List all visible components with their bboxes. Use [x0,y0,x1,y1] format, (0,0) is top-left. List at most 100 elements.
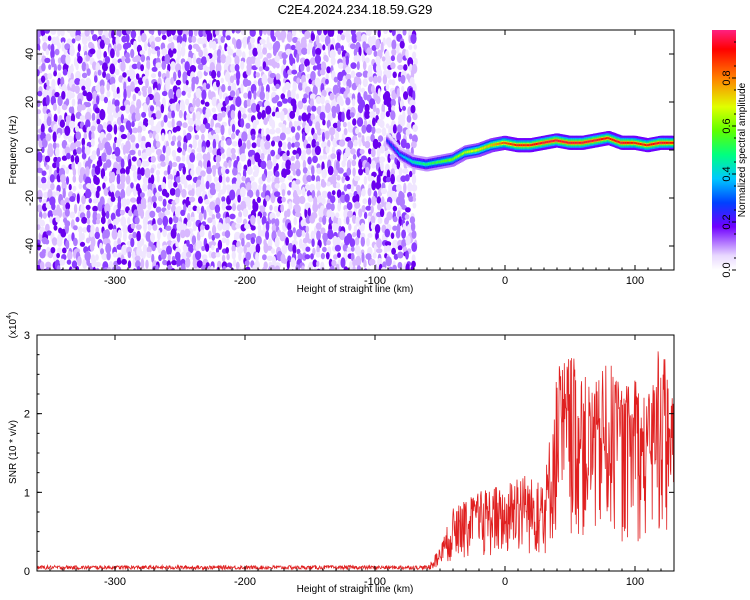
noise-cell [161,60,167,70]
noise-cell [226,147,232,159]
noise-cell [195,97,201,108]
noise-cell [126,88,131,99]
noise-cell [393,253,399,260]
noise-cell [151,253,155,263]
noise-cell [109,76,116,86]
noise-cell [208,210,213,217]
noise-cell [162,215,169,227]
noise-cell [161,181,166,191]
noise-cell [226,35,231,41]
noise-cell [57,42,61,50]
noise-cell [45,133,52,142]
noise-cell [220,140,224,148]
noise-cell [44,155,51,163]
noise-cell [387,41,392,48]
noise-cell [274,94,280,101]
noise-cell [375,128,382,134]
noise-cell [294,204,301,214]
noise-cell [275,83,280,90]
noise-cell [42,35,48,42]
noise-cell [192,205,198,212]
noise-cell [370,84,375,94]
noise-cell [188,36,193,43]
noise-cell [305,184,311,190]
noise-cell [347,125,354,133]
noise-cell [94,107,100,114]
noise-cell [62,188,66,199]
noise-cell [71,260,78,269]
noise-cell [174,207,181,218]
snr-scale-exponent: 4 [6,315,13,319]
noise-cell [243,99,248,109]
noise-cell [345,73,352,81]
noise-cell [295,168,301,177]
noise-cell [72,167,77,177]
noise-cell [146,59,151,71]
noise-cell [396,30,401,35]
noise-cell [90,125,96,132]
noise-cell [41,138,48,148]
noise-cell [412,124,418,132]
noise-cell [367,197,372,206]
noise-cell [243,244,247,255]
noise-cell [211,214,216,220]
noise-cell [335,160,340,171]
noise-cell [345,66,351,74]
noise-cell [319,111,326,121]
noise-cell [250,225,256,231]
noise-cell [183,179,188,189]
spectrogram-marks [37,30,674,270]
noise-cell [197,139,203,150]
noise-cell [351,159,357,167]
noise-cell [155,133,160,142]
noise-cell [314,54,321,65]
noise-cell [346,32,351,43]
noise-cell [42,155,46,162]
noise-cell [157,71,162,78]
noise-cell [207,217,213,224]
noise-cell [106,133,112,141]
noise-cell [198,211,203,222]
noise-cell [304,124,310,134]
noise-cell [122,224,129,234]
noise-cell [238,266,242,270]
noise-cell [315,34,320,46]
noise-cell [64,125,71,136]
noise-cell [156,49,161,58]
noise-cell [210,118,214,128]
noise-cell [91,167,96,178]
noise-cell [192,138,197,150]
noise-cell [167,173,174,181]
colorbar-tick-label: 0.2 [721,214,733,229]
noise-cell [402,30,407,36]
noise-cell [157,229,161,241]
noise-cell [124,57,131,64]
noise-cell [189,65,197,73]
noise-cell [388,30,393,33]
noise-cell [99,196,105,207]
noise-cell [388,266,394,270]
noise-cell [145,96,150,105]
noise-cell [287,141,292,150]
noise-cell [322,153,328,160]
noise-cell [221,196,226,202]
noise-cell [247,166,253,176]
noise-cell [170,103,177,112]
noise-cell [276,211,281,218]
noise-cell [225,223,230,231]
noise-cell [316,245,320,254]
noise-cell [290,89,296,100]
noise-cell [49,216,53,224]
noise-cell [372,75,378,84]
noise-cell [280,182,287,193]
noise-cell [291,30,297,37]
noise-cell [90,154,96,161]
noise-cell [336,33,342,42]
noise-cell [249,30,256,37]
noise-cell [135,73,140,80]
noise-cell [291,69,298,75]
noise-cell [56,207,63,219]
noise-cell [137,240,143,249]
noise-cell [390,168,395,176]
noise-cell [37,183,43,189]
